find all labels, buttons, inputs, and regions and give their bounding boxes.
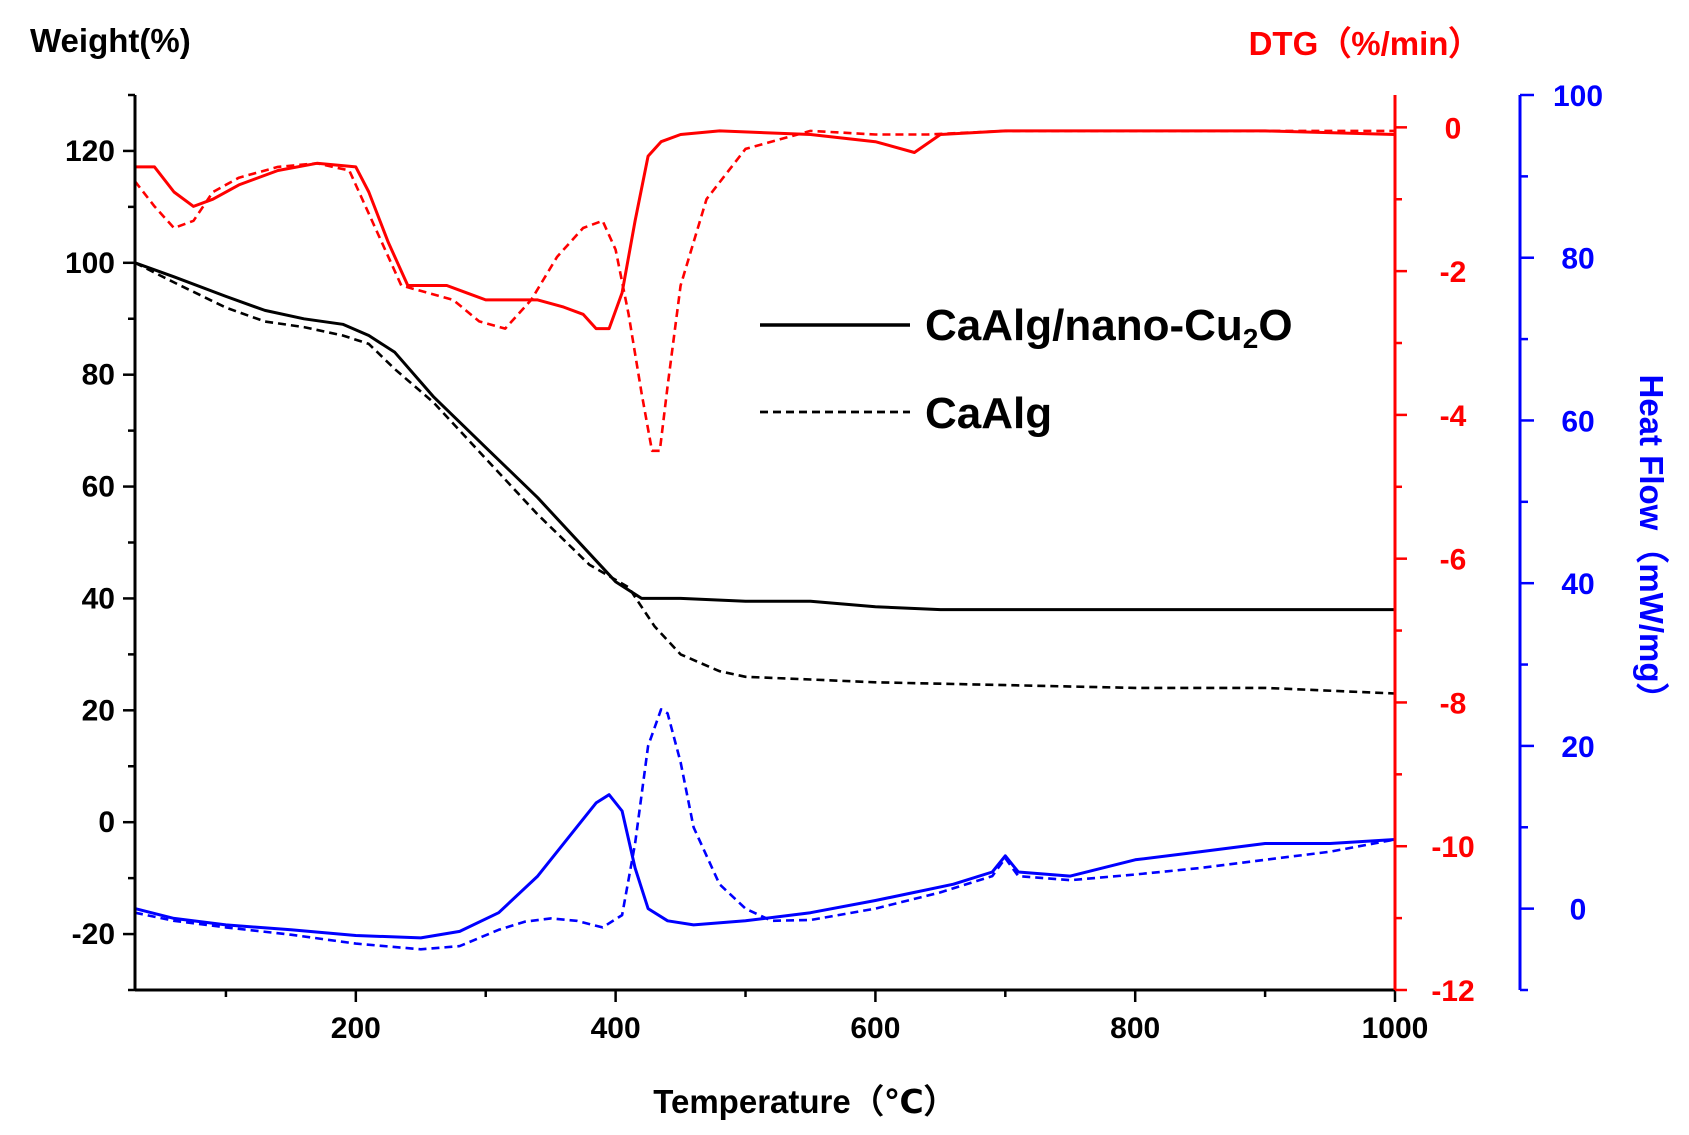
weight-tick-label: 120: [65, 135, 115, 168]
legend-label-main: CaAlg/nano-Cu: [925, 301, 1243, 350]
series-line-dtg-dashed: [133, 129, 1395, 453]
dtg-tick-label: -8: [1440, 687, 1467, 720]
weight-tick-label: 60: [82, 471, 115, 504]
legend: CaAlg/nano-Cu2O CaAlg: [760, 301, 1293, 438]
dtg-tick-label: -10: [1431, 831, 1474, 864]
x-axis-title: Temperature（℃）: [653, 1083, 956, 1120]
x-tick-label: 800: [1110, 1012, 1160, 1045]
dtg-tick-label: -6: [1440, 544, 1467, 577]
dtg-tick-label: -12: [1431, 975, 1474, 1008]
series-line-weight-solid: [133, 261, 1397, 612]
heat-tick-label: 20: [1561, 731, 1594, 764]
heat-tick-label: 100: [1553, 80, 1603, 113]
series-line-dtg-solid: [133, 129, 1397, 331]
weight-tick-label: 20: [82, 694, 115, 727]
dtg-tick-label: -2: [1440, 256, 1467, 289]
heat-tick-label: 40: [1561, 568, 1594, 601]
legend-label-dashed: CaAlg: [925, 389, 1052, 438]
x-tick-label: 600: [850, 1012, 900, 1045]
series-line-heat-dashed: [134, 708, 1396, 951]
legend-label-suffix: O: [1258, 301, 1292, 350]
heat-tick-label: 80: [1561, 243, 1594, 276]
x-tick-label: 200: [331, 1012, 381, 1045]
dtg-tick-label: -4: [1440, 400, 1467, 433]
weight-tick-label: 40: [82, 582, 115, 615]
dtg-tick-label: 0: [1445, 112, 1462, 145]
dtg-axis-title: DTG（%/min）: [1249, 25, 1482, 62]
weight-tick-label: -20: [72, 918, 115, 951]
weight-tick-label: 80: [82, 359, 115, 392]
weight-tick-label: 100: [65, 247, 115, 280]
legend-label-subscript: 2: [1243, 323, 1259, 354]
series-line-weight-dashed: [134, 261, 1396, 695]
heat-axis-title: Heat Flow（mW/mg）: [1633, 374, 1670, 715]
weight-tick-label: 0: [98, 806, 115, 839]
series-line-heat-solid: [133, 793, 1397, 940]
x-tick-label: 1000: [1362, 1012, 1429, 1045]
weight-axis-title: Weight(%): [30, 22, 191, 59]
heat-tick-label: 0: [1570, 894, 1587, 927]
series-layer: [133, 129, 1397, 951]
legend-label-solid: CaAlg/nano-Cu2O: [925, 301, 1293, 354]
x-tick-label: 400: [591, 1012, 641, 1045]
heat-tick-label: 60: [1561, 405, 1594, 438]
